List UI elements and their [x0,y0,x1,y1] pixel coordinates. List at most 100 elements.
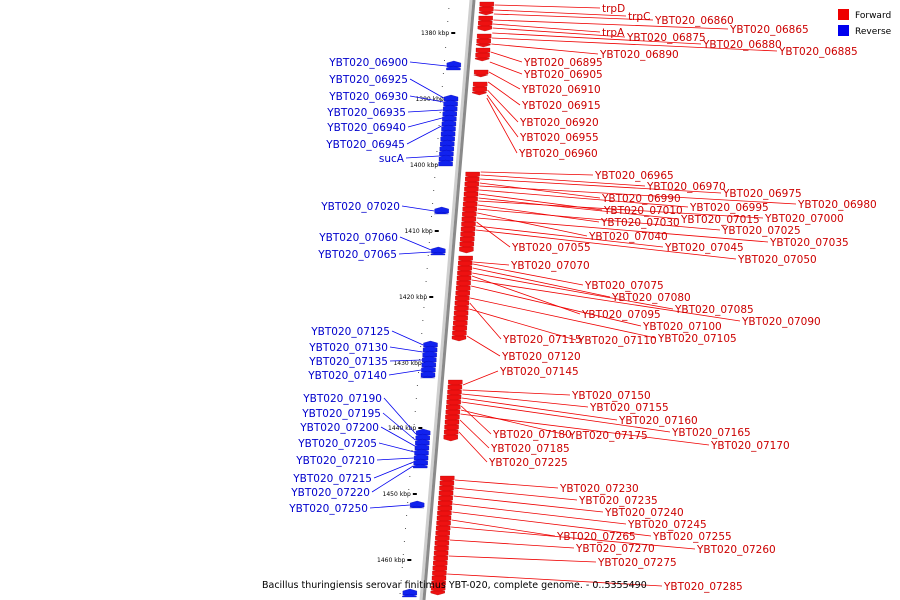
reverse-gene-label[interactable]: YBT020_07205 [297,438,377,450]
reverse-gene-label[interactable]: YBT020_07220 [290,487,370,499]
reverse-gene-label[interactable]: YBT020_07200 [299,422,379,434]
forward-gene-label[interactable]: YBT020_06915 [521,100,601,112]
axis-minor-tick [446,34,448,35]
reverse-gene-label[interactable]: YBT020_07215 [292,473,372,485]
forward-gene-label[interactable]: YBT020_07165 [671,427,751,439]
forward-gene-label[interactable]: YBT020_07035 [769,237,849,249]
forward-gene-label[interactable]: YBT020_07120 [501,351,581,363]
forward-gene-label[interactable]: YBT020_07080 [611,292,691,304]
forward-gene-label[interactable]: YBT020_06975 [722,188,802,200]
forward-gene-label[interactable]: YBT020_06980 [797,199,877,211]
forward-gene-label[interactable]: YBT020_07240 [604,507,684,519]
forward-gene-label[interactable]: YBT020_07285 [663,581,743,593]
reverse-gene-label[interactable]: YBT020_07135 [308,356,388,368]
forward-gene-label[interactable]: YBT020_07050 [737,254,817,266]
forward-gene-label[interactable]: trpD [602,3,625,15]
forward-gene-label[interactable]: YBT020_06970 [646,181,726,193]
forward-gene-label[interactable]: YBT020_07235 [578,495,658,507]
forward-gene-label[interactable]: YBT020_07115 [502,334,582,346]
reverse-gene-label[interactable]: YBT020_06945 [325,139,405,151]
forward-gene-label[interactable]: YBT020_07095 [581,309,661,321]
reverse-gene-arrow [413,458,428,466]
reverse-gene-label[interactable]: YBT020_07130 [308,342,388,354]
axis-minor-tick [435,164,437,165]
forward-gene-label[interactable]: YBT020_07175 [568,430,648,442]
forward-gene-label[interactable]: YBT020_07275 [597,557,677,569]
forward-gene-label[interactable]: trpA [602,27,625,39]
forward-gene-label[interactable]: YBT020_06920 [519,117,599,129]
forward-gene-label[interactable]: YBT020_06995 [689,202,769,214]
forward-gene-label[interactable]: YBT020_07015 [680,214,760,226]
reverse-gene-label[interactable]: YBT020_06940 [326,122,406,134]
reverse-leader-line [401,205,435,212]
reverse-gene-label[interactable]: YBT020_07195 [301,408,381,420]
reverse-gene-arrow [443,104,458,112]
forward-gene-label[interactable]: YBT020_06885 [778,46,858,58]
forward-gene-label[interactable]: YBT020_07040 [588,231,668,243]
reverse-gene-label[interactable]: YBT020_07250 [288,503,368,515]
forward-gene-label[interactable]: YBT020_07075 [584,280,664,292]
forward-gene-label[interactable]: YBT020_07265 [556,531,636,543]
forward-gene-label[interactable]: trpC [628,11,650,23]
forward-gene-label[interactable]: YBT020_06875 [626,32,706,44]
forward-gene-label[interactable]: YBT020_06895 [523,57,603,69]
reverse-gene-label[interactable]: YBT020_07065 [317,249,397,261]
forward-gene-label[interactable]: YBT020_06910 [521,84,601,96]
axis-minor-tick [402,554,404,555]
forward-gene-label[interactable]: YBT020_07180 [492,429,572,441]
forward-gene-label[interactable]: YBT020_07055 [511,242,591,254]
forward-gene-label[interactable]: YBT020_07270 [575,543,655,555]
forward-gene-label[interactable]: YBT020_06965 [594,170,674,182]
reverse-gene-label[interactable]: YBT020_07140 [307,370,387,382]
forward-gene-label[interactable]: YBT020_06955 [519,132,599,144]
reverse-gene-label[interactable]: YBT020_07060 [318,232,398,244]
axis-minor-tick [401,567,403,568]
forward-gene-label[interactable]: YBT020_07090 [741,316,821,328]
forward-gene-label[interactable]: YBT020_06960 [518,148,598,160]
forward-gene-label[interactable]: YBT020_07000 [764,213,844,225]
reverse-gene-label[interactable]: sucA [379,153,405,165]
forward-gene-label[interactable]: YBT020_07255 [652,531,732,543]
forward-gene-label[interactable]: YBT020_06860 [654,15,734,27]
forward-gene-label[interactable]: YBT020_07025 [721,225,801,237]
forward-gene-label[interactable]: YBT020_07245 [627,519,707,531]
reverse-gene-label[interactable]: YBT020_06900 [328,57,408,69]
forward-gene-label[interactable]: YBT020_07170 [710,440,790,452]
reverse-gene-label[interactable]: YBT020_06930 [328,91,408,103]
forward-gene-label[interactable]: YBT020_07225 [488,457,568,469]
forward-gene-label[interactable]: YBT020_07155 [589,402,669,414]
forward-leader-line [460,413,710,446]
forward-gene-label[interactable]: YBT020_07110 [577,335,657,347]
reverse-gene-label[interactable]: YBT020_07190 [302,393,382,405]
forward-leader-line [472,272,674,310]
reverse-gene-arrow [441,119,457,127]
reverse-leader-line [409,95,444,103]
reverse-gene-label[interactable]: YBT020_06935 [326,107,406,119]
forward-gene-label[interactable]: YBT020_06880 [702,39,782,51]
reverse-gene-label[interactable]: YBT020_06925 [328,74,408,86]
reverse-gene-label[interactable]: YBT020_07020 [320,201,400,213]
forward-gene-label[interactable]: YBT020_07150 [571,390,651,402]
forward-gene-label[interactable]: YBT020_07010 [603,205,683,217]
forward-gene-label[interactable]: YBT020_06865 [729,24,809,36]
forward-gene-label[interactable]: YBT020_06890 [599,49,679,61]
forward-gene-label[interactable]: YBT020_07100 [642,321,722,333]
reverse-gene-label[interactable]: YBT020_07210 [295,455,375,467]
forward-gene-label[interactable]: YBT020_07145 [499,366,579,378]
forward-gene-label[interactable]: YBT020_06905 [523,69,603,81]
forward-gene-label[interactable]: YBT020_07230 [559,483,639,495]
forward-gene-label[interactable]: YBT020_07105 [657,333,737,345]
forward-gene-label[interactable]: YBT020_07160 [618,415,698,427]
forward-gene-label[interactable]: YBT020_07070 [510,260,590,272]
forward-leader-line [491,43,599,55]
forward-gene-label[interactable]: YBT020_07085 [674,304,754,316]
axis-tick-mark [451,32,456,34]
forward-gene-label[interactable]: YBT020_07030 [600,217,680,229]
forward-gene-label[interactable]: YBT020_07185 [490,443,570,455]
forward-gene-label[interactable]: YBT020_07260 [696,544,776,556]
reverse-gene-label[interactable]: YBT020_07125 [310,326,390,338]
forward-gene-label[interactable]: YBT020_07045 [664,242,744,254]
axis-minor-tick [442,73,444,74]
forward-gene-label[interactable]: YBT020_06990 [601,193,681,205]
